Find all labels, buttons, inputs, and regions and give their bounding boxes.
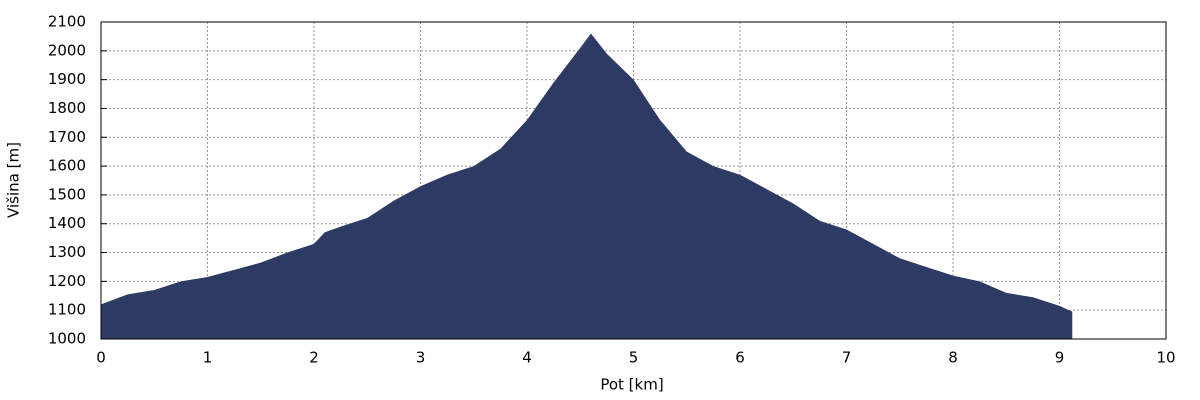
y-tick-label: 1400 xyxy=(48,214,86,232)
y-tick-label: 1100 xyxy=(48,301,86,319)
x-tick-label: 2 xyxy=(309,349,319,367)
x-tick-label: 9 xyxy=(1055,349,1065,367)
x-tick-label: 4 xyxy=(522,349,532,367)
x-tick-label: 6 xyxy=(735,349,745,367)
x-tick-label: 1 xyxy=(203,349,213,367)
y-tick-label: 1800 xyxy=(48,99,86,117)
y-axis-label: Višina [m] xyxy=(5,142,23,218)
y-tick-label: 2100 xyxy=(48,13,86,31)
x-tick-label: 7 xyxy=(842,349,852,367)
x-tick-label: 0 xyxy=(96,349,106,367)
x-tick-label: 3 xyxy=(416,349,426,367)
y-tick-label: 1900 xyxy=(48,70,86,88)
y-tick-label: 2000 xyxy=(48,41,86,59)
y-tick-label: 1300 xyxy=(48,243,86,261)
y-tick-label: 1500 xyxy=(48,185,86,203)
x-tick-label: 8 xyxy=(948,349,958,367)
y-tick-label: 1600 xyxy=(48,157,86,175)
plot-frame xyxy=(100,21,1167,340)
x-tick-label: 10 xyxy=(1156,349,1175,367)
x-tick-label: 5 xyxy=(629,349,639,367)
y-tick-label: 1700 xyxy=(48,128,86,146)
elevation-area xyxy=(101,33,1073,339)
y-tick-label: 1000 xyxy=(48,330,86,348)
y-tick-label: 1200 xyxy=(48,272,86,290)
x-axis-label: Pot [km] xyxy=(600,376,663,394)
